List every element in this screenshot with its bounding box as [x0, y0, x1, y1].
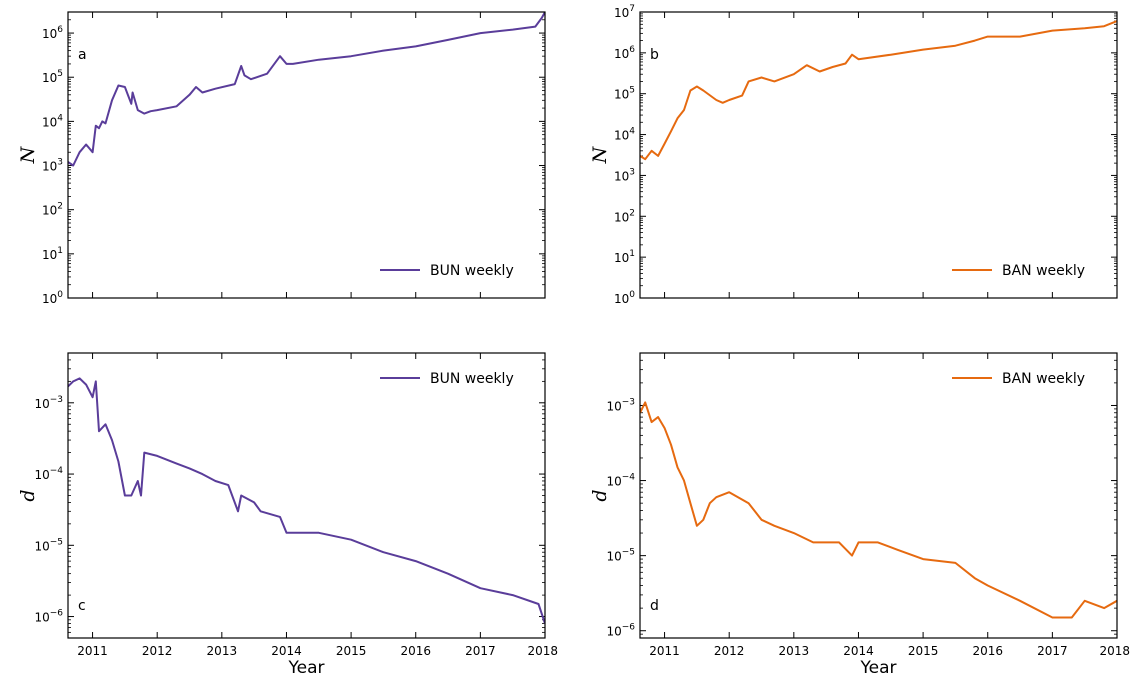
- legend-label: BAN weekly: [1002, 371, 1085, 387]
- panel-label: d: [650, 598, 659, 614]
- x-tick-label: 2015: [336, 644, 367, 658]
- x-tick-label: 2015: [908, 644, 939, 658]
- panel-d: 10−6 10−5 10−4 10−3 2011 2012 2013 2014 2015 2016…: [589, 352, 1130, 677]
- x-tick-label: 2012: [714, 644, 745, 658]
- plot-frame: [639, 11, 1118, 299]
- x-tick-label: 2011: [649, 644, 680, 658]
- y-tick-label: 10−4: [34, 466, 63, 482]
- x-tick-label: 2011: [77, 644, 108, 658]
- y-axis-label: d: [17, 489, 39, 501]
- y-axis-label: N: [17, 145, 39, 164]
- panel-b: 100 101 102 103 104 105 106 107 b BAN weekly N: [589, 4, 1118, 306]
- x-tick-label: 2016: [400, 644, 431, 658]
- x-tick-label: 2018: [527, 644, 558, 658]
- x-tick-label: 2017: [1037, 644, 1068, 658]
- y-tick-label: 106: [614, 45, 635, 61]
- panel-label: a: [78, 47, 87, 63]
- x-tick-label: 2014: [843, 644, 874, 658]
- x-axis-label: Year: [860, 658, 897, 677]
- y-tick-label: 107: [614, 4, 635, 20]
- panel-label: b: [650, 47, 659, 63]
- y-tick-label: 104: [42, 113, 63, 129]
- legend-label: BUN weekly: [430, 263, 514, 279]
- x-tick-label: 2014: [271, 644, 302, 658]
- y-tick-label: 102: [42, 202, 63, 218]
- x-tick-label: 2012: [142, 644, 173, 658]
- y-tick-label: 101: [614, 249, 635, 265]
- y-tick-label: 101: [42, 246, 63, 262]
- y-tick-label: 10−6: [34, 609, 63, 625]
- x-tick-label: 2013: [207, 644, 238, 658]
- x-tick-label: 2018: [1099, 644, 1130, 658]
- y-axis-label: N: [589, 145, 611, 164]
- x-tick-label: 2017: [465, 644, 496, 658]
- y-axis-label: d: [589, 489, 611, 501]
- series-line: [68, 12, 545, 167]
- legend-label: BAN weekly: [1002, 263, 1085, 279]
- y-tick-label: 10−6: [606, 623, 635, 639]
- plot-frame: [67, 11, 546, 299]
- legend-label: BUN weekly: [430, 371, 514, 387]
- plot-frame: [67, 352, 546, 639]
- series-line: [640, 20, 1117, 161]
- y-tick-label: 102: [614, 208, 635, 224]
- y-tick-label: 10−4: [606, 473, 635, 489]
- y-tick-label: 104: [614, 127, 635, 143]
- y-tick-label: 105: [42, 69, 63, 85]
- y-tick-label: 100: [42, 290, 63, 306]
- y-tick-label: 100: [614, 290, 635, 306]
- panel-a: 100 101 102 103 104 105 106 a BUN weekly N: [17, 11, 546, 306]
- y-tick-label: 10−3: [34, 395, 63, 411]
- y-tick-label: 103: [42, 158, 63, 174]
- y-tick-label: 10−5: [34, 537, 63, 553]
- y-tick-label: 10−3: [606, 397, 635, 413]
- series-line: [640, 401, 1117, 619]
- plot-frame: [639, 352, 1118, 639]
- panel-label: c: [78, 598, 86, 614]
- x-tick-label: 2013: [779, 644, 810, 658]
- y-tick-label: 105: [614, 86, 635, 102]
- panel-c: 10−6 10−5 10−4 10−3 2011 2012 2013 2014 2015 2016…: [17, 352, 558, 677]
- x-tick-label: 2016: [972, 644, 1003, 658]
- y-tick-label: 106: [42, 25, 63, 41]
- y-tick-label: 10−5: [606, 548, 635, 564]
- series-line: [68, 377, 545, 624]
- y-tick-label: 103: [614, 167, 635, 183]
- x-axis-label: Year: [288, 658, 325, 677]
